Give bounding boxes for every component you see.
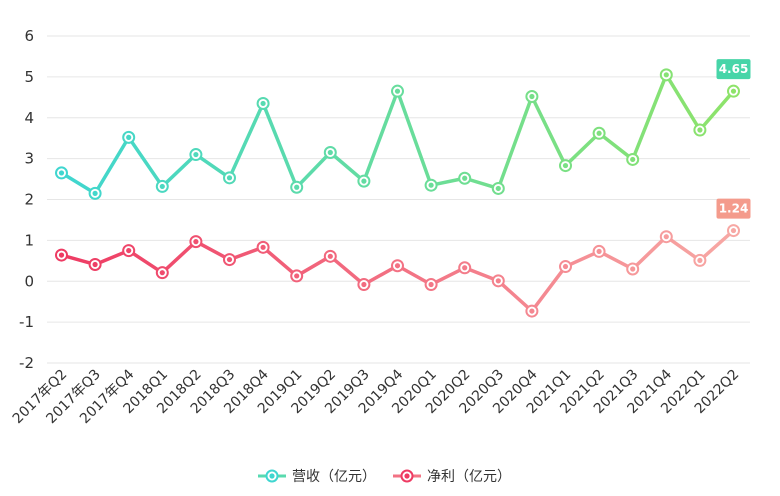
legend-item[interactable]: 净利（亿元） bbox=[393, 469, 511, 485]
data-point[interactable] bbox=[491, 181, 505, 195]
end-labels: 4.65 1.24 bbox=[716, 59, 751, 219]
data-point[interactable] bbox=[223, 253, 236, 267]
y-tick-label: -2 bbox=[19, 354, 34, 372]
data-point[interactable] bbox=[424, 278, 438, 292]
data-point[interactable] bbox=[525, 304, 539, 318]
data-point[interactable] bbox=[391, 84, 404, 98]
data-point[interactable] bbox=[391, 259, 404, 273]
data-point[interactable] bbox=[693, 123, 707, 137]
legend-label: 营收（亿元） bbox=[292, 469, 376, 485]
data-point[interactable] bbox=[693, 253, 707, 267]
y-tick-label: 5 bbox=[24, 68, 34, 86]
end-value-badge: 1.24 bbox=[716, 198, 751, 219]
data-point[interactable] bbox=[727, 84, 740, 98]
data-point[interactable] bbox=[155, 179, 169, 193]
data-point[interactable] bbox=[290, 180, 304, 194]
data-point[interactable] bbox=[592, 126, 606, 140]
data-point[interactable] bbox=[357, 278, 371, 292]
data-point[interactable] bbox=[727, 224, 740, 238]
data-point[interactable] bbox=[491, 274, 505, 288]
series-group bbox=[55, 68, 740, 318]
data-point[interactable] bbox=[323, 249, 337, 263]
y-tick-label: 0 bbox=[24, 272, 34, 290]
data-point[interactable] bbox=[659, 68, 673, 82]
legend: 营收（亿元） 净利（亿元） bbox=[258, 469, 511, 485]
data-point[interactable] bbox=[155, 266, 169, 280]
data-point[interactable] bbox=[659, 230, 673, 244]
x-axis-ticks: 2017年Q22017年Q32017年Q42018Q12018Q22018Q32… bbox=[10, 366, 743, 427]
data-point[interactable] bbox=[88, 257, 102, 271]
data-point[interactable] bbox=[525, 89, 539, 103]
data-point[interactable] bbox=[323, 145, 337, 159]
data-point[interactable] bbox=[223, 171, 236, 185]
data-point[interactable] bbox=[122, 244, 136, 258]
end-value-label: 1.24 bbox=[719, 202, 749, 216]
data-point[interactable] bbox=[122, 130, 136, 144]
data-point[interactable] bbox=[256, 240, 270, 254]
y-tick-label: 3 bbox=[24, 150, 34, 168]
gridlines bbox=[47, 35, 750, 364]
data-point[interactable] bbox=[592, 244, 606, 258]
data-point[interactable] bbox=[290, 269, 304, 283]
y-tick-label: -1 bbox=[19, 313, 34, 331]
data-point[interactable] bbox=[189, 235, 203, 249]
y-axis-ticks: -2 -1 0 1 2 3 4 5 6 bbox=[19, 27, 34, 372]
data-point[interactable] bbox=[55, 248, 68, 262]
end-value-badge: 4.65 bbox=[716, 59, 751, 80]
end-value-label: 4.65 bbox=[719, 62, 749, 76]
data-point[interactable] bbox=[189, 148, 203, 162]
data-point[interactable] bbox=[256, 96, 270, 110]
y-tick-label: 1 bbox=[24, 231, 34, 249]
data-point[interactable] bbox=[55, 166, 68, 180]
y-tick-label: 2 bbox=[24, 191, 34, 209]
data-point[interactable] bbox=[559, 159, 572, 173]
data-point[interactable] bbox=[626, 152, 640, 166]
legend-label: 净利（亿元） bbox=[427, 469, 511, 485]
data-point[interactable] bbox=[458, 261, 472, 275]
legend-item[interactable]: 营收（亿元） bbox=[258, 469, 376, 485]
data-point[interactable] bbox=[424, 178, 438, 192]
data-point[interactable] bbox=[458, 171, 472, 185]
y-tick-label: 6 bbox=[24, 27, 34, 45]
data-point[interactable] bbox=[626, 262, 640, 276]
y-tick-label: 4 bbox=[24, 109, 34, 127]
data-point[interactable] bbox=[88, 186, 102, 200]
data-point[interactable] bbox=[559, 260, 572, 274]
data-point[interactable] bbox=[357, 174, 371, 188]
